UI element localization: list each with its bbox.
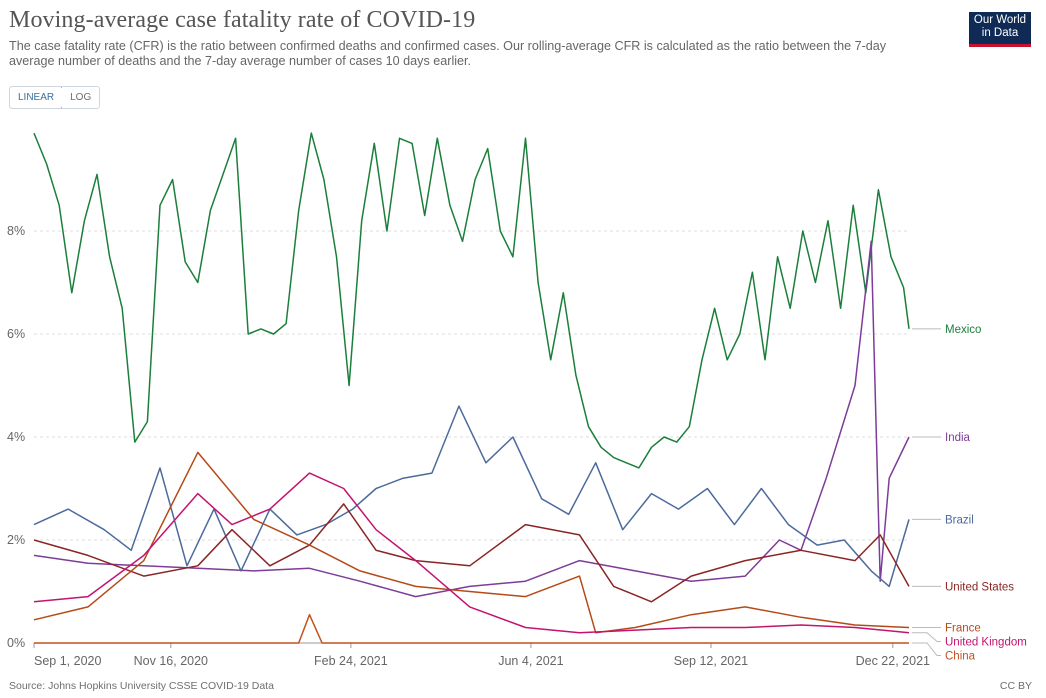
license-label[interactable]: CC BY bbox=[999, 680, 1032, 692]
y-tick-label: 6% bbox=[7, 327, 25, 341]
series-line-brazil bbox=[33, 405, 910, 588]
x-tick-label: Dec 22, 2021 bbox=[856, 654, 930, 668]
logo-line-2: in Data bbox=[981, 27, 1019, 39]
x-tick-label: Sep 1, 2020 bbox=[34, 654, 101, 668]
x-tick-label: Feb 24, 2021 bbox=[314, 654, 388, 668]
log-scale-button[interactable]: LOG bbox=[62, 87, 100, 108]
series-line-china bbox=[34, 613, 909, 644]
scale-toggle: LINEAR LOG bbox=[9, 86, 101, 109]
x-tick-label: Nov 16, 2020 bbox=[134, 654, 208, 668]
x-tick-label: Jun 4, 2021 bbox=[498, 654, 563, 668]
series-label-france: France bbox=[945, 623, 981, 635]
y-tick-label: 0% bbox=[7, 636, 25, 650]
series-line-mexico bbox=[33, 132, 910, 469]
logo-line-1: Our World bbox=[973, 14, 1027, 26]
series-line-india bbox=[33, 240, 910, 598]
chart-title: Moving-average case fatality rate of COV… bbox=[9, 7, 476, 33]
series-label-china: China bbox=[945, 651, 976, 663]
series-label-brazil: Brazil bbox=[945, 514, 974, 526]
series-line-united-kingdom bbox=[33, 472, 910, 634]
chart-subtitle: The case fatality rate (CFR) is the rati… bbox=[9, 39, 887, 68]
series-label-mexico: Mexico bbox=[945, 324, 981, 336]
linear-scale-button[interactable]: LINEAR bbox=[10, 87, 64, 108]
series-label-connector bbox=[912, 632, 941, 643]
owid-logo[interactable]: Our World in Data bbox=[969, 12, 1031, 46]
x-tick-label: Sep 12, 2021 bbox=[674, 654, 748, 668]
series-line-france bbox=[33, 451, 910, 634]
y-tick-label: 2% bbox=[7, 533, 25, 547]
series-label-india: India bbox=[945, 432, 971, 444]
y-tick-label: 4% bbox=[7, 430, 25, 444]
series-label-united-kingdom: United Kingdom bbox=[945, 637, 1027, 649]
source-note[interactable]: Source: Johns Hopkins University CSSE CO… bbox=[9, 680, 274, 692]
y-tick-label: 8% bbox=[7, 224, 25, 238]
series-label-connector bbox=[912, 642, 941, 657]
series-line-united-states bbox=[33, 503, 910, 603]
logo-accent-bar bbox=[969, 44, 1031, 47]
line-chart: 0% 2% 4% 6% 8% Sep 1, 2020 Nov 16, 2020 Feb 24,… bbox=[7, 132, 1027, 668]
series-label-united-states: United States bbox=[945, 581, 1014, 593]
